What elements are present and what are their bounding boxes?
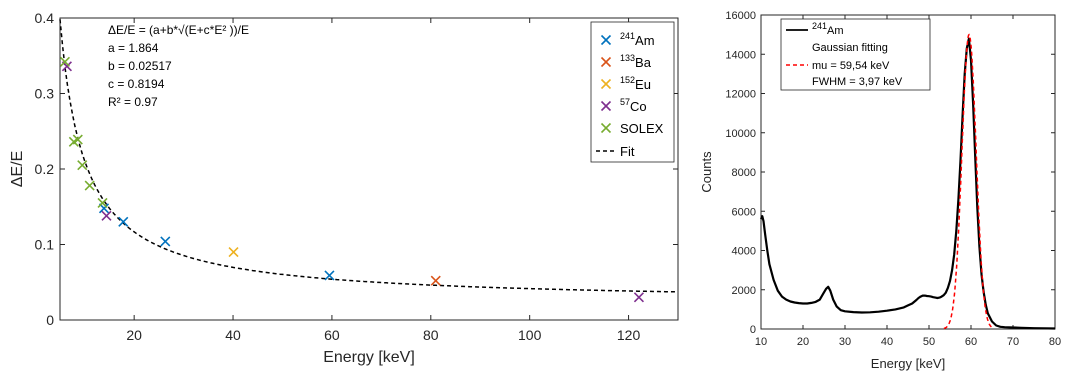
legend-label: 241Am (620, 31, 655, 48)
left-x-tick-label: 100 (518, 327, 542, 343)
data-point-am (160, 236, 171, 247)
data-point-solex (59, 56, 71, 67)
data-point-ba (430, 275, 441, 286)
left-y-axis-label: ΔE/E (9, 151, 26, 187)
right-x-tick-label: 20 (797, 336, 809, 348)
fit-r-squared: R² = 0.97 (108, 95, 158, 109)
legend-label: SOLEX (620, 121, 664, 136)
left-y-tick-label: 0.3 (35, 86, 55, 102)
left-y-tick-label: 0.1 (35, 237, 55, 253)
legend-marker (600, 56, 612, 68)
data-point-solex (97, 197, 108, 209)
left-x-ticks: 20 40 60 80 100 120 (126, 18, 640, 343)
legend-label: 57Co (620, 97, 647, 114)
left-x-tick-label: 20 (126, 327, 142, 343)
right-x-tick-label: 10 (755, 336, 767, 348)
right-x-ticks: 10 20 30 40 50 60 70 80 (755, 15, 1061, 348)
right-y-ticks: 0 2000 4000 6000 8000 10000 12000 14000 16000 (725, 10, 1055, 336)
legend-mu-label: mu = 59,54 keV (812, 60, 890, 72)
left-x-tick-label: 60 (324, 327, 340, 343)
legend-label-main: Am (635, 33, 655, 48)
legend-label-sup: 152 (620, 75, 635, 85)
legend-label-sup: 57 (620, 97, 630, 107)
right-x-tick-label: 40 (881, 336, 893, 348)
legend-gaussian-label: Gaussian fitting (812, 42, 888, 54)
legend-label-main: Co (630, 99, 647, 114)
right-legend: 241Am Gaussian fitting mu = 59,54 keV FW… (780, 18, 931, 91)
left-y-tick-label: 0.2 (35, 161, 55, 177)
left-y-tick-label: 0 (46, 312, 54, 328)
right-x-axis-label: Energy [keV] (871, 356, 945, 371)
right-x-tick-label: 60 (965, 336, 977, 348)
legend-item-co: 57Co (600, 97, 647, 114)
right-y-tick-label: 14000 (725, 49, 756, 61)
legend-marker (600, 100, 612, 112)
fit-param-c: c = 0.8194 (108, 77, 165, 91)
left-x-tick-label: 40 (225, 327, 241, 343)
right-y-tick-label: 12000 (725, 89, 756, 101)
left-y-tick-label: 0.4 (35, 10, 55, 26)
fit-param-a: a = 1.864 (108, 41, 159, 55)
legend-marker (600, 78, 612, 90)
right-y-tick-label: 16000 (725, 10, 756, 22)
left-chart: 20 40 60 80 100 120 0 0.1 0.2 0.3 0.4 Energy [keV… (9, 10, 679, 366)
right-y-axis-label: Counts (699, 151, 714, 193)
right-x-tick-label: 30 (839, 336, 851, 348)
legend-label: 133Ba (620, 53, 652, 70)
left-x-tick-label: 120 (617, 327, 641, 343)
legend-item-am: 241Am (600, 31, 655, 48)
data-point-solex (77, 160, 88, 171)
left-legend-box (590, 21, 675, 163)
legend-spectrum-label: 241Am (812, 21, 844, 37)
legend-marker (600, 122, 612, 134)
data-point-eu (228, 246, 239, 258)
data-point-solex (72, 134, 83, 145)
data-point-am (324, 270, 335, 281)
fit-formula: ΔE/E = (a+b*√(E+c*E² ))/E (108, 23, 249, 37)
legend-fit-label: Fit (620, 144, 635, 159)
right-x-tick-label: 50 (923, 336, 935, 348)
gaussian-fit-curve (943, 33, 995, 330)
legend-marker (600, 34, 612, 46)
right-y-tick-label: 4000 (732, 246, 756, 258)
data-point-am (118, 216, 129, 227)
right-x-tick-label: 80 (1049, 336, 1061, 348)
legend-label: 152Eu (620, 75, 651, 92)
data-point-co (633, 292, 645, 303)
legend-label-main: Ba (635, 55, 652, 70)
fit-curve (59, 19, 679, 293)
legend-item-ba: 133Ba (600, 53, 652, 70)
legend-fwhm-label: FWHM = 3,97 keV (812, 76, 903, 88)
data-point-co (101, 210, 112, 221)
data-point-solex (84, 180, 95, 191)
fit-annotation: ΔE/E = (a+b*√(E+c*E² ))/E a = 1.864 b = … (108, 23, 249, 109)
legend-label-main: SOLEX (620, 121, 664, 136)
am241-spectrum-line (759, 37, 1056, 330)
legend-label-sup: 241 (620, 31, 635, 41)
legend-item-eu: 152Eu (600, 75, 651, 92)
left-data-points (59, 56, 645, 303)
legend-label-main: Eu (635, 77, 651, 92)
left-plot-area (59, 17, 679, 321)
legend-item-solex: SOLEX (600, 121, 664, 136)
left-x-axis-label: Energy [keV] (323, 349, 415, 366)
right-y-tick-label: 2000 (732, 285, 756, 297)
right-y-tick-label: 10000 (725, 128, 756, 140)
right-y-tick-label: 0 (750, 324, 756, 336)
fit-param-b: b = 0.02517 (108, 59, 172, 73)
right-y-tick-label: 6000 (732, 206, 756, 218)
right-chart: 10 20 30 40 50 60 70 80 02000400060008000100001… (699, 10, 1061, 371)
left-x-tick-label: 80 (423, 327, 439, 343)
legend-label-sup: 133 (620, 53, 635, 63)
right-y-tick-label: 8000 (732, 167, 756, 179)
right-x-tick-label: 70 (1007, 336, 1019, 348)
